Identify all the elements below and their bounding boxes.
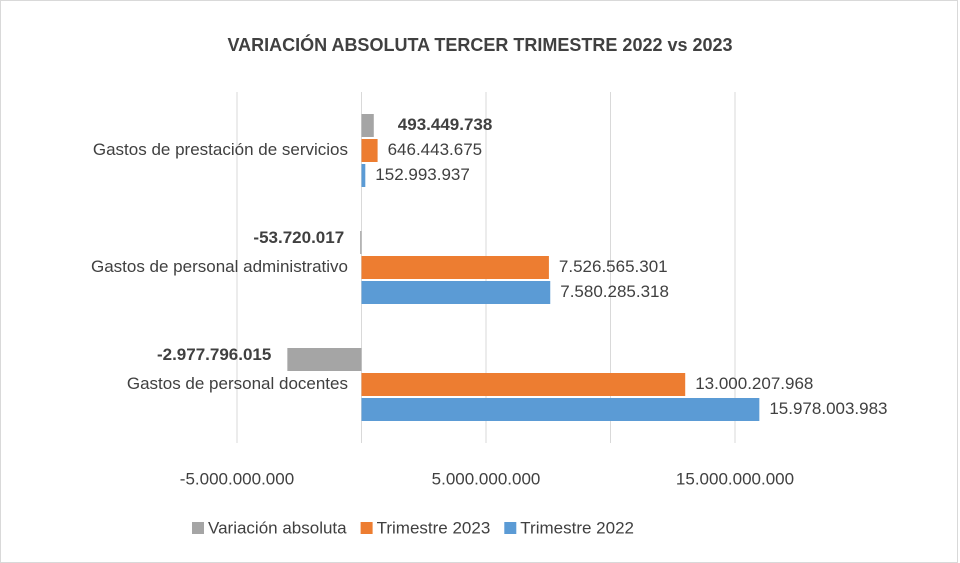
data-label: 7.526.565.301 — [559, 257, 668, 276]
x-tick-label: 15.000.000.000 — [676, 469, 794, 488]
bar — [361, 373, 686, 396]
chart-title: VARIACIÓN ABSOLUTA TERCER TRIMESTRE 2022… — [227, 34, 732, 55]
category-label: Gastos de personal administrativo — [91, 257, 348, 276]
category-label: Gastos de prestación de servicios — [93, 140, 348, 159]
data-label: 646.443.675 — [388, 140, 483, 159]
data-label: 152.993.937 — [375, 165, 470, 184]
bar — [360, 231, 362, 254]
bar — [361, 398, 760, 421]
bar — [361, 281, 551, 304]
data-label: 13.000.207.968 — [695, 374, 813, 393]
legend-swatch — [504, 522, 517, 534]
bar — [361, 114, 374, 137]
data-label: -53.720.017 — [253, 228, 344, 247]
bar — [361, 164, 366, 187]
bar — [361, 139, 378, 162]
legend-label: Trimestre 2023 — [377, 518, 491, 537]
x-tick-label: 5.000.000.000 — [432, 469, 541, 488]
bar — [287, 348, 362, 371]
data-label: -2.977.796.015 — [157, 345, 271, 364]
data-label: 7.580.285.318 — [560, 282, 669, 301]
x-tick-label: -5.000.000.000 — [180, 469, 294, 488]
data-label: 15.978.003.983 — [769, 399, 887, 418]
legend-label: Trimestre 2022 — [520, 518, 634, 537]
bar — [361, 256, 549, 279]
data-label: 493.449.738 — [398, 115, 493, 134]
legend-label: Variación absoluta — [208, 518, 347, 537]
legend-swatch — [360, 522, 373, 534]
category-label: Gastos de personal docentes — [127, 374, 348, 393]
legend-swatch — [192, 522, 204, 534]
